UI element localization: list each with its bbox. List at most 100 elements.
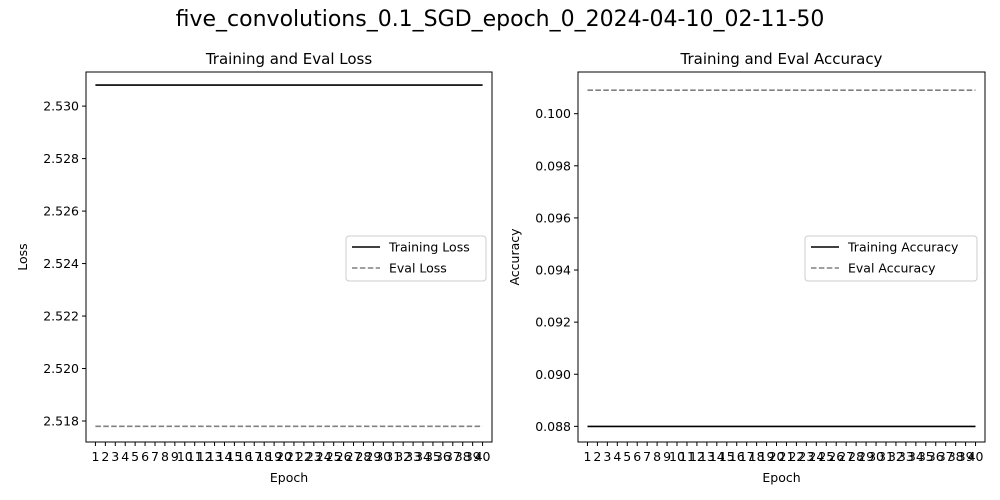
x-tick-label: 26: [336, 449, 352, 464]
y-axis-label: Accuracy: [507, 228, 522, 286]
x-tick-label: 28: [355, 449, 371, 464]
y-tick-label: 2.524: [43, 256, 79, 271]
x-tick-label: 9: [171, 449, 179, 464]
y-tick-label: 2.520: [43, 361, 79, 376]
x-tick-label: 37: [938, 449, 954, 464]
x-tick-label: 9: [663, 449, 671, 464]
x-tick-label: 21: [779, 449, 795, 464]
x-tick-label: 20: [769, 449, 785, 464]
x-tick-label: 19: [759, 449, 775, 464]
y-tick-label: 0.088: [535, 419, 571, 434]
x-tick-label: 39: [465, 449, 481, 464]
x-tick-label: 14: [217, 449, 233, 464]
x-tick-label: 8: [653, 449, 661, 464]
x-tick-label: 16: [729, 449, 745, 464]
x-tick-label: 23: [306, 449, 322, 464]
y-axis-label: Loss: [15, 243, 30, 270]
x-tick-label: 29: [365, 449, 381, 464]
x-tick-label: 1: [583, 449, 591, 464]
y-tick-label: 2.528: [43, 151, 79, 166]
x-tick-label: 31: [878, 449, 894, 464]
x-tick-label: 34: [415, 449, 431, 464]
x-axis-label: Epoch: [762, 470, 800, 485]
legend-label-eval: Eval Accuracy: [848, 261, 936, 276]
x-tick-label: 37: [445, 449, 461, 464]
chart-title: Training and Eval Accuracy: [680, 50, 883, 68]
x-tick-label: 27: [838, 449, 854, 464]
x-tick-label: 12: [197, 449, 213, 464]
x-tick-label: 19: [266, 449, 282, 464]
x-tick-label: 2: [593, 449, 601, 464]
y-tick-label: 2.530: [43, 99, 79, 114]
y-tick-label: 2.522: [43, 309, 79, 324]
x-tick-label: 33: [405, 449, 421, 464]
x-tick-label: 4: [121, 449, 129, 464]
x-tick-label: 28: [848, 449, 864, 464]
x-tick-label: 20: [276, 449, 292, 464]
x-tick-label: 32: [888, 449, 904, 464]
legend-label-eval: Eval Loss: [389, 261, 447, 276]
x-tick-label: 38: [455, 449, 471, 464]
x-tick-label: 25: [326, 449, 342, 464]
x-tick-label: 11: [679, 449, 695, 464]
y-tick-label: 0.092: [535, 315, 571, 330]
y-tick-label: 2.518: [43, 414, 79, 429]
x-tick-label: 22: [788, 449, 804, 464]
x-tick-label: 17: [739, 449, 755, 464]
x-tick-label: 13: [699, 449, 715, 464]
x-tick-label: 8: [161, 449, 169, 464]
legend-label-training: Training Accuracy: [847, 240, 959, 255]
chart-title: Training and Eval Loss: [205, 50, 373, 68]
legend-label-training: Training Loss: [388, 240, 470, 255]
x-tick-label: 35: [918, 449, 934, 464]
x-tick-label: 7: [643, 449, 651, 464]
x-tick-label: 35: [425, 449, 441, 464]
x-tick-label: 11: [187, 449, 203, 464]
x-tick-label: 3: [111, 449, 119, 464]
x-tick-label: 18: [256, 449, 272, 464]
x-tick-label: 14: [709, 449, 725, 464]
x-tick-label: 4: [613, 449, 621, 464]
x-tick-label: 23: [798, 449, 814, 464]
x-tick-label: 15: [719, 449, 735, 464]
x-tick-label: 36: [435, 449, 451, 464]
x-tick-label: 13: [207, 449, 223, 464]
y-tick-label: 0.096: [535, 210, 571, 225]
y-tick-label: 0.094: [535, 263, 571, 278]
x-tick-label: 3: [603, 449, 611, 464]
x-tick-label: 18: [749, 449, 765, 464]
y-tick-label: 2.526: [43, 204, 79, 219]
x-tick-label: 15: [226, 449, 242, 464]
x-tick-label: 5: [623, 449, 631, 464]
x-tick-label: 21: [286, 449, 302, 464]
x-tick-label: 12: [689, 449, 705, 464]
axes-frame: [577, 71, 986, 443]
x-tick-label: 30: [375, 449, 391, 464]
x-tick-label: 16: [236, 449, 252, 464]
x-tick-label: 25: [818, 449, 834, 464]
x-tick-label: 24: [808, 449, 824, 464]
x-tick-label: 6: [141, 449, 149, 464]
x-tick-label: 32: [395, 449, 411, 464]
x-tick-label: 38: [948, 449, 964, 464]
y-tick-label: 0.100: [535, 106, 571, 121]
x-tick-label: 26: [828, 449, 844, 464]
x-axis-label: Epoch: [270, 470, 308, 485]
y-tick-label: 0.098: [535, 158, 571, 173]
x-tick-label: 30: [868, 449, 884, 464]
x-tick-label: 31: [385, 449, 401, 464]
x-tick-label: 24: [316, 449, 332, 464]
x-tick-label: 17: [246, 449, 262, 464]
axes-frame: [85, 71, 493, 443]
x-tick-label: 10: [669, 449, 685, 464]
x-tick-label: 36: [928, 449, 944, 464]
x-tick-label: 27: [346, 449, 362, 464]
x-tick-label: 39: [958, 449, 974, 464]
x-tick-label: 1: [91, 449, 99, 464]
x-tick-label: 22: [296, 449, 312, 464]
legend-box: [804, 235, 978, 282]
figure-title: five_convolutions_0.1_SGD_epoch_0_2024-0…: [175, 7, 825, 32]
